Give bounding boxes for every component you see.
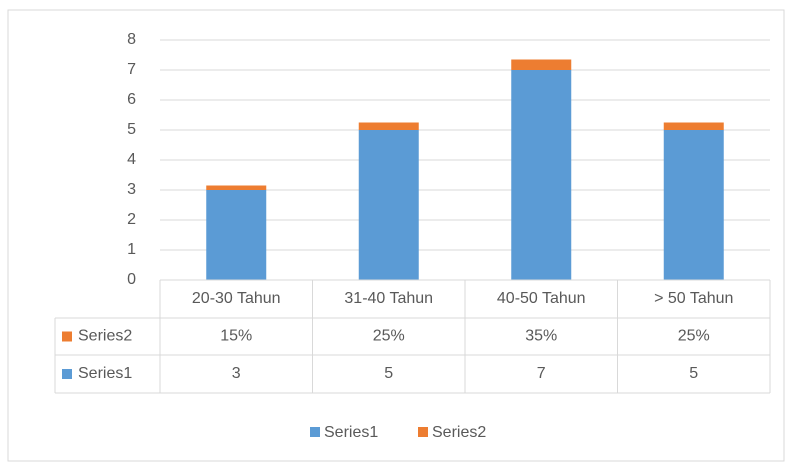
y-tick-label: 1 [127, 241, 136, 258]
bar [511, 59, 572, 70]
table-series-name: Series1 [78, 365, 132, 382]
x-tick-label: > 50 Tahun [654, 290, 733, 307]
table-value: 15% [220, 328, 252, 345]
x-tick-label: 20-30 Tahun [192, 290, 281, 307]
table-value: 5 [384, 365, 393, 382]
bar [358, 122, 419, 130]
table-legend-key [62, 331, 72, 342]
y-tick-label: 8 [127, 31, 136, 48]
legend-key [418, 427, 428, 437]
y-tick-label: 0 [127, 271, 136, 288]
legend-key [310, 427, 320, 437]
bar [358, 130, 419, 280]
table-value: 7 [537, 365, 546, 382]
table-value: 25% [373, 328, 405, 345]
y-tick-label: 6 [127, 91, 136, 108]
y-tick-label: 5 [127, 121, 136, 138]
table-value: 3 [232, 365, 241, 382]
table-value: 5 [689, 365, 698, 382]
y-tick-label: 3 [127, 181, 136, 198]
bar [206, 190, 267, 280]
y-tick-label: 7 [127, 61, 136, 78]
y-tick-label: 2 [127, 211, 136, 228]
table-legend-key [62, 369, 72, 379]
x-tick-label: 40-50 Tahun [497, 290, 586, 307]
x-tick-label: 31-40 Tahun [344, 290, 433, 307]
bar [206, 185, 267, 190]
bar [663, 130, 724, 280]
y-tick-label: 4 [127, 151, 136, 168]
table-value: 25% [678, 328, 710, 345]
legend-label: Series1 [324, 424, 378, 441]
table-series-name: Series2 [78, 328, 132, 345]
bar [511, 70, 572, 280]
bar [663, 122, 724, 130]
table-value: 35% [525, 328, 557, 345]
legend-label: Series2 [432, 424, 486, 441]
